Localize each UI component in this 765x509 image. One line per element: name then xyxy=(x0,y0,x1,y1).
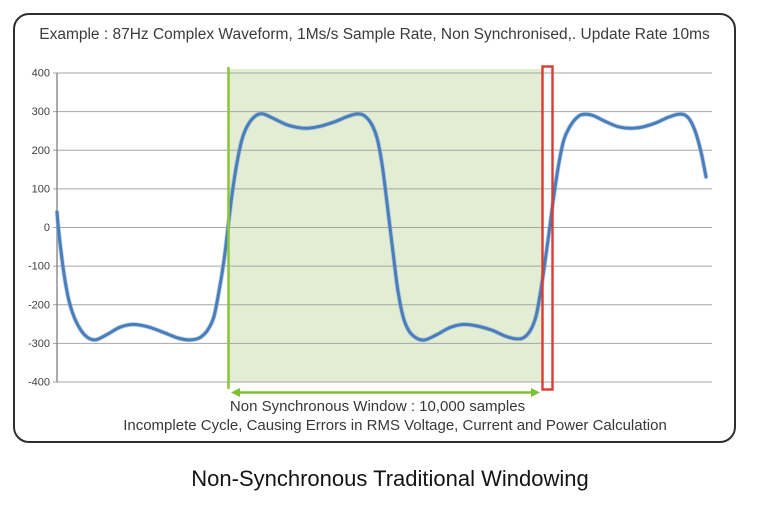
y-tick-label: 400 xyxy=(32,68,50,80)
y-tick-label: 0 xyxy=(44,222,50,234)
y-tick-label: 200 xyxy=(32,145,50,157)
y-tick-label: -100 xyxy=(28,261,50,273)
chart-title: Example : 87Hz Complex Waveform, 1Ms/s S… xyxy=(39,26,710,43)
window-annotation: Non Synchronous Window : 10,000 samples xyxy=(229,398,526,415)
y-tick-label: 100 xyxy=(32,183,50,195)
y-tick-label: -200 xyxy=(28,299,50,311)
waveform-line xyxy=(55,112,708,342)
arrowhead-right-icon xyxy=(531,388,540,397)
y-tick-label: -400 xyxy=(28,377,50,389)
y-tick-label: -300 xyxy=(28,338,50,350)
y-tick-label: 300 xyxy=(32,106,50,118)
sampling-window-fill xyxy=(228,69,542,382)
error-annotation: Incomplete Cycle, Causing Errors in RMS … xyxy=(123,417,667,434)
arrowhead-left-icon xyxy=(231,388,240,397)
figure-caption: Non-Synchronous Traditional Windowing xyxy=(191,466,589,491)
incomplete-cycle-marker xyxy=(541,65,554,391)
